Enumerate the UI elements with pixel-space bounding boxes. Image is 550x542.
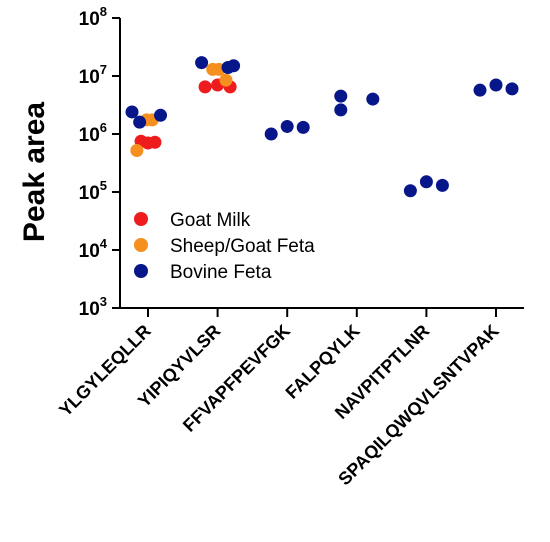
legend-label: Bovine Feta	[170, 262, 272, 283]
legend-marker	[134, 264, 148, 278]
y-tick-label: 103	[79, 294, 107, 320]
data-point	[419, 175, 433, 189]
data-point	[334, 89, 348, 103]
y-axis-title: Peak area	[18, 102, 51, 242]
data-point	[264, 127, 278, 141]
y-tick-label: 106	[79, 120, 107, 146]
data-point	[334, 103, 348, 117]
data-point	[125, 105, 139, 119]
legend-label: Goat Milk	[170, 210, 251, 231]
data-point	[133, 115, 147, 129]
legend-marker	[134, 212, 148, 226]
y-tick-label: 104	[79, 236, 108, 262]
data-point	[219, 73, 233, 87]
data-point	[195, 56, 209, 70]
data-point	[280, 119, 294, 133]
data-point	[198, 80, 212, 94]
legend-marker	[134, 238, 148, 252]
data-points	[125, 56, 519, 198]
data-point	[296, 120, 310, 134]
data-point	[435, 178, 449, 192]
data-point	[473, 83, 487, 97]
y-tick-label: 107	[79, 62, 107, 88]
data-point	[366, 92, 380, 106]
data-point	[227, 59, 241, 73]
legend: Goat Milk Sheep/Goat Feta Bovine Feta	[134, 210, 315, 283]
y-axis: 103 104 105 106 107 108	[79, 4, 121, 320]
x-tick-label: YLGYLEQLLR	[55, 321, 155, 421]
data-point	[505, 82, 519, 96]
data-point	[148, 135, 162, 149]
y-tick-label: 108	[79, 4, 107, 30]
y-tick-label: 105	[79, 178, 107, 204]
data-point	[489, 78, 503, 92]
data-point	[154, 108, 168, 122]
data-point	[403, 184, 417, 198]
x-axis: YLGYLEQLLRYIPIQYVLSRFFVAPFPEVFGKFALPQYLK…	[55, 307, 524, 489]
legend-label: Sheep/Goat Feta	[170, 236, 315, 257]
data-point	[130, 143, 144, 157]
